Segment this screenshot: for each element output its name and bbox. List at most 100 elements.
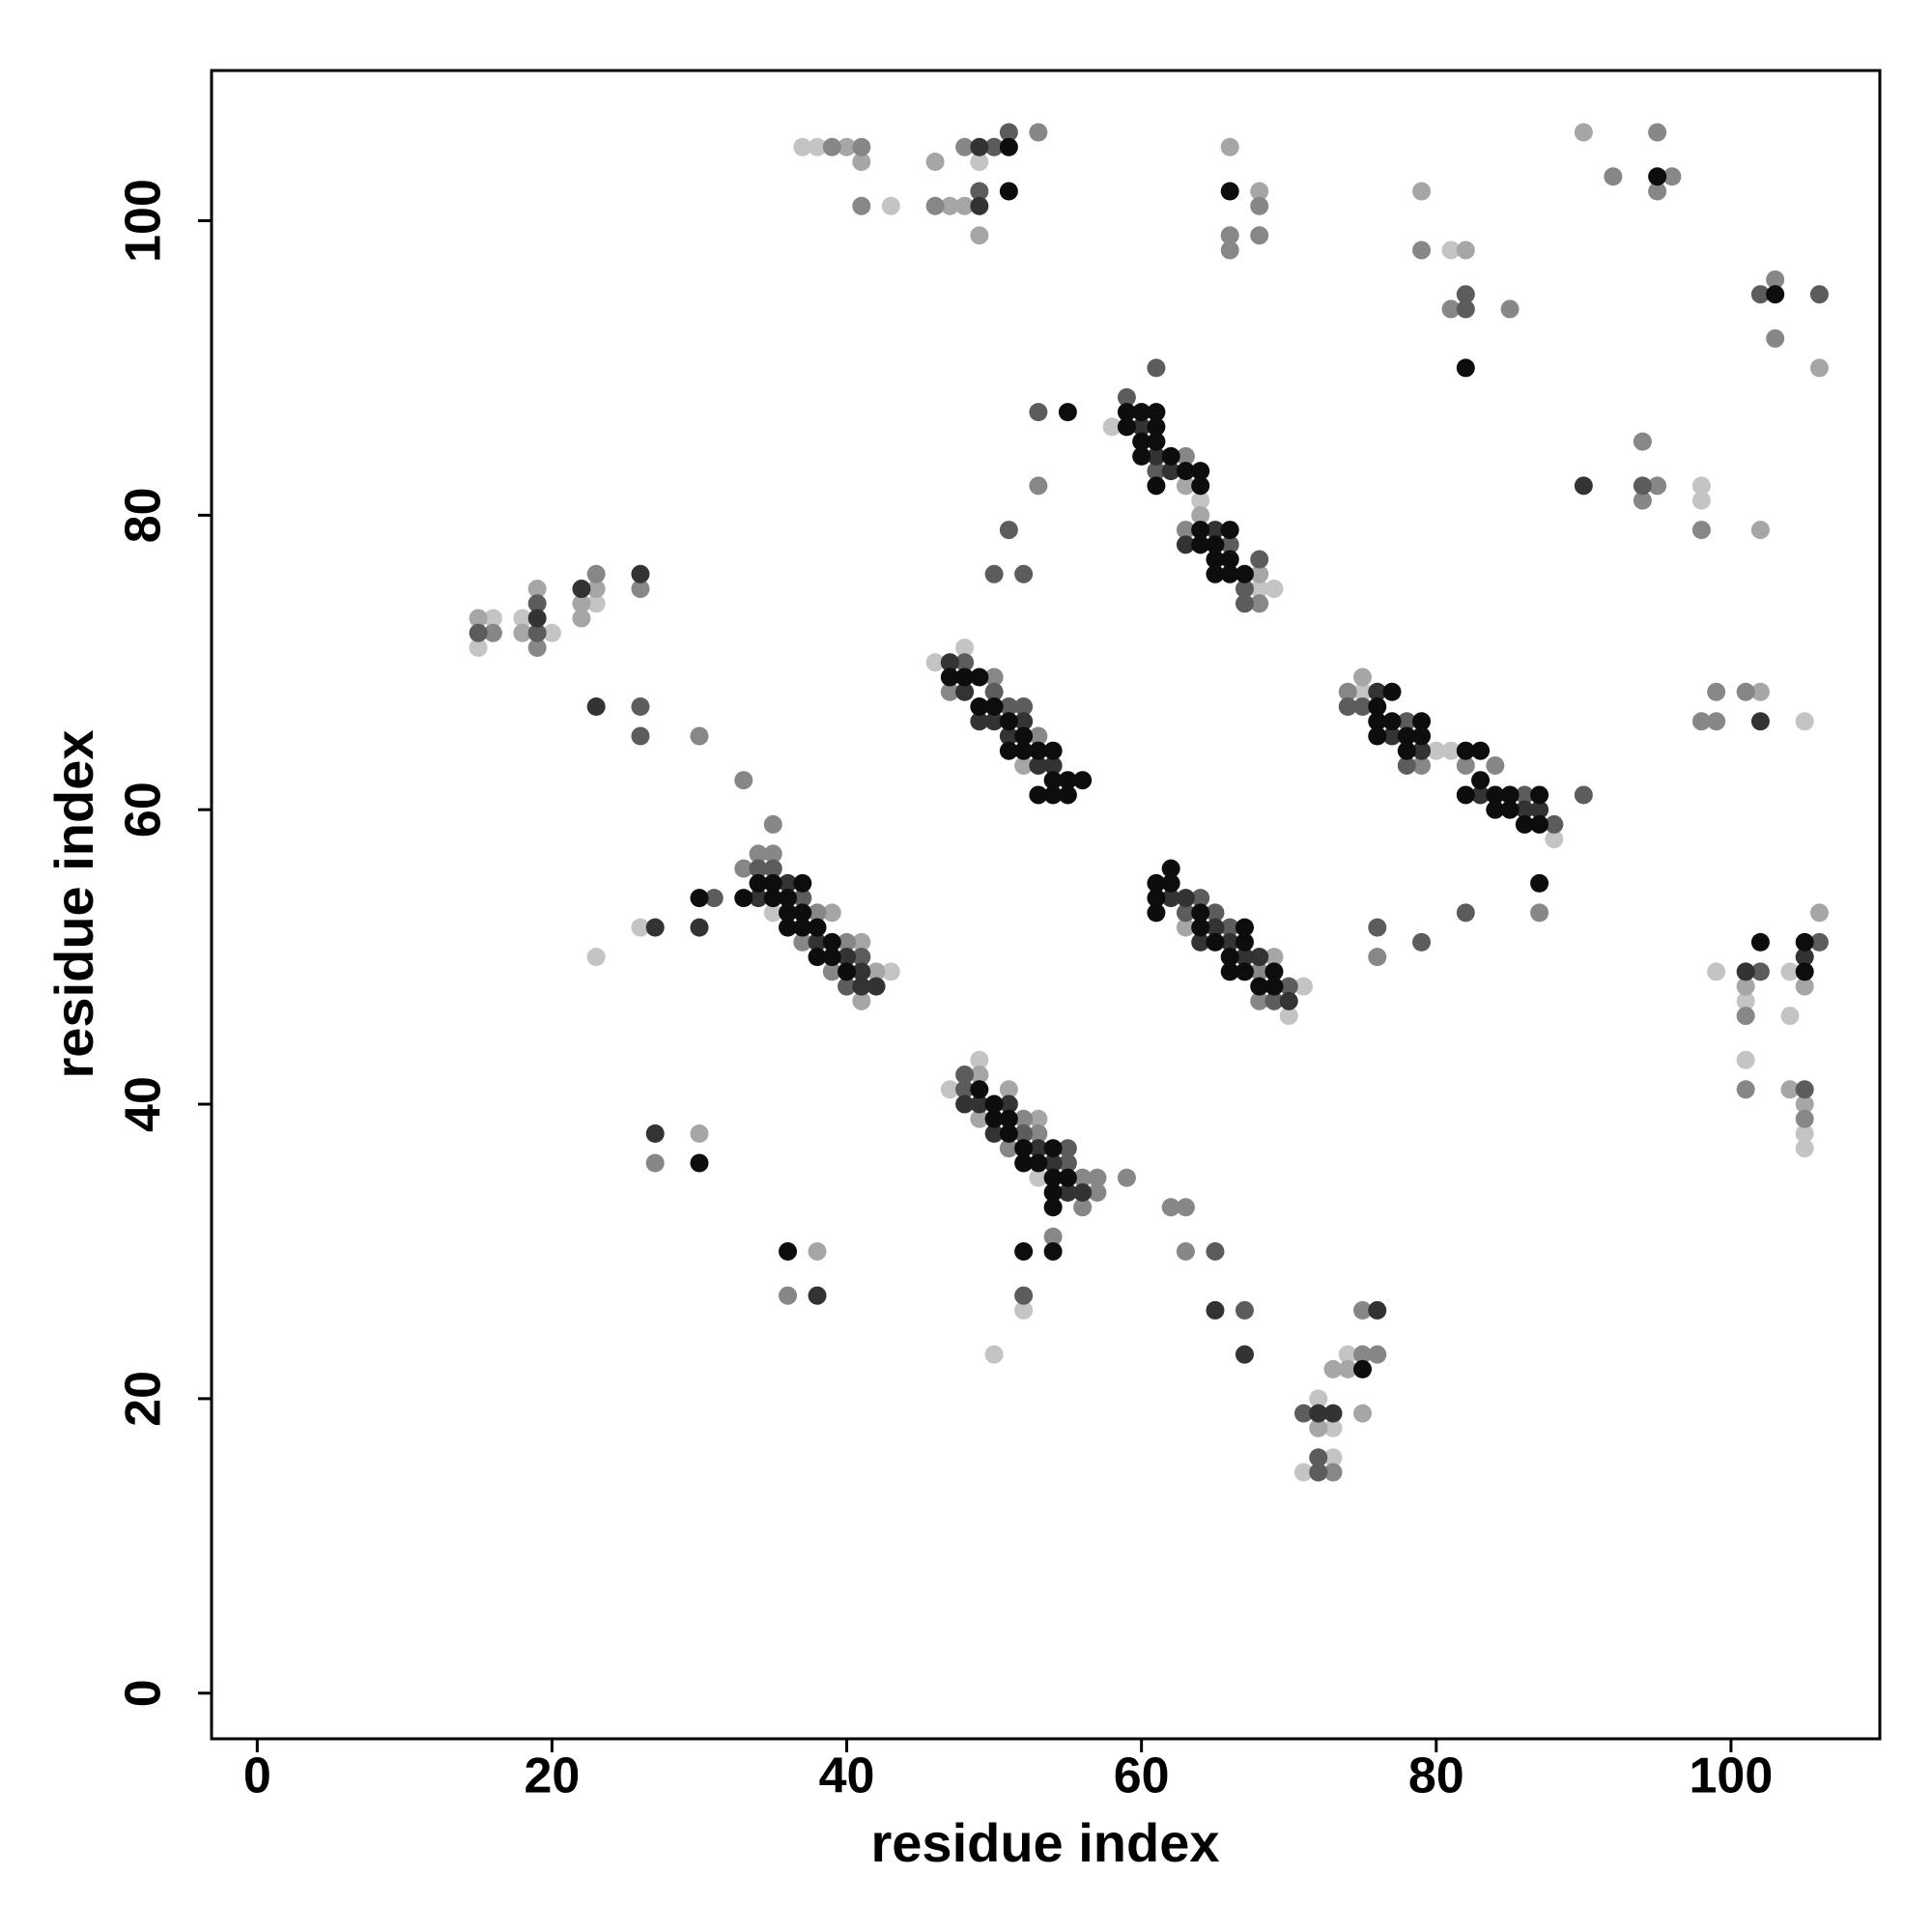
point bbox=[1220, 182, 1239, 201]
point bbox=[1147, 432, 1166, 451]
point bbox=[925, 153, 945, 172]
point bbox=[779, 873, 798, 893]
point bbox=[1176, 521, 1195, 540]
x-tick-label: 60 bbox=[1114, 1748, 1170, 1804]
point bbox=[1058, 403, 1077, 422]
point bbox=[970, 712, 989, 731]
point bbox=[999, 182, 1018, 201]
point bbox=[984, 137, 1004, 156]
point bbox=[940, 1080, 959, 1099]
point bbox=[1029, 741, 1048, 760]
point bbox=[808, 918, 827, 937]
point bbox=[822, 137, 841, 156]
point bbox=[1795, 1139, 1814, 1158]
point bbox=[527, 639, 547, 658]
point bbox=[1530, 814, 1549, 834]
point bbox=[970, 1109, 989, 1128]
point bbox=[1058, 1168, 1077, 1187]
point bbox=[1014, 1286, 1034, 1305]
point bbox=[1220, 918, 1239, 937]
point bbox=[1147, 873, 1166, 893]
point bbox=[1014, 712, 1034, 731]
point bbox=[1029, 726, 1048, 746]
point bbox=[1029, 476, 1048, 496]
point bbox=[483, 623, 502, 642]
point bbox=[690, 1124, 709, 1144]
point bbox=[690, 1153, 709, 1173]
point bbox=[1809, 903, 1829, 923]
point bbox=[1309, 1389, 1328, 1408]
point bbox=[1206, 1300, 1225, 1320]
point bbox=[1147, 476, 1166, 496]
point bbox=[1220, 564, 1239, 583]
point bbox=[1117, 1168, 1136, 1187]
point bbox=[631, 696, 650, 716]
point bbox=[1780, 1080, 1800, 1099]
point bbox=[1293, 977, 1313, 996]
point bbox=[1058, 1153, 1077, 1173]
point bbox=[1264, 991, 1284, 1010]
point bbox=[808, 948, 827, 967]
point bbox=[808, 1286, 827, 1305]
point bbox=[1397, 755, 1416, 775]
point bbox=[1691, 476, 1711, 496]
point bbox=[1206, 918, 1225, 937]
point bbox=[779, 903, 798, 923]
point bbox=[527, 623, 547, 642]
point bbox=[1368, 1300, 1387, 1320]
point bbox=[1250, 962, 1269, 981]
point bbox=[1191, 889, 1210, 908]
point bbox=[955, 196, 975, 215]
point bbox=[1368, 712, 1387, 731]
point bbox=[1235, 918, 1254, 937]
point bbox=[586, 948, 606, 967]
point bbox=[1368, 726, 1387, 746]
point bbox=[1633, 432, 1652, 451]
point bbox=[1264, 977, 1284, 996]
point bbox=[513, 623, 532, 642]
point bbox=[1515, 800, 1534, 819]
x-tick-label: 80 bbox=[1408, 1748, 1464, 1804]
point bbox=[1235, 580, 1254, 599]
point bbox=[1795, 962, 1814, 981]
point bbox=[734, 771, 753, 790]
point bbox=[1486, 800, 1505, 819]
x-tick-label: 40 bbox=[819, 1748, 875, 1804]
x-tick-label: 0 bbox=[243, 1748, 271, 1804]
point bbox=[940, 653, 959, 672]
point bbox=[1766, 328, 1785, 348]
point bbox=[1750, 932, 1770, 952]
point bbox=[970, 226, 989, 245]
point bbox=[1147, 903, 1166, 923]
point bbox=[1117, 417, 1136, 437]
point bbox=[1206, 550, 1225, 569]
point bbox=[1279, 991, 1298, 1010]
point bbox=[1220, 962, 1239, 981]
point bbox=[999, 1124, 1018, 1144]
point bbox=[1043, 785, 1063, 805]
y-tick-label: 40 bbox=[116, 1076, 172, 1132]
point bbox=[852, 991, 871, 1010]
point bbox=[1073, 771, 1093, 790]
point bbox=[970, 1050, 989, 1069]
point bbox=[749, 889, 768, 908]
x-tick-label: 20 bbox=[524, 1748, 580, 1804]
point bbox=[469, 609, 488, 628]
point bbox=[1161, 462, 1180, 481]
point bbox=[1279, 1007, 1298, 1026]
point bbox=[734, 859, 753, 878]
point bbox=[1368, 696, 1387, 716]
point bbox=[1750, 682, 1770, 701]
point bbox=[1029, 1124, 1048, 1144]
point bbox=[1029, 755, 1048, 775]
point bbox=[527, 594, 547, 613]
point bbox=[1043, 1198, 1063, 1217]
point bbox=[1574, 123, 1593, 142]
point bbox=[1176, 918, 1195, 937]
point bbox=[1147, 446, 1166, 466]
point bbox=[1058, 1139, 1077, 1158]
point bbox=[1058, 771, 1077, 790]
point bbox=[1102, 417, 1122, 437]
point bbox=[1191, 521, 1210, 540]
point bbox=[1250, 564, 1269, 583]
